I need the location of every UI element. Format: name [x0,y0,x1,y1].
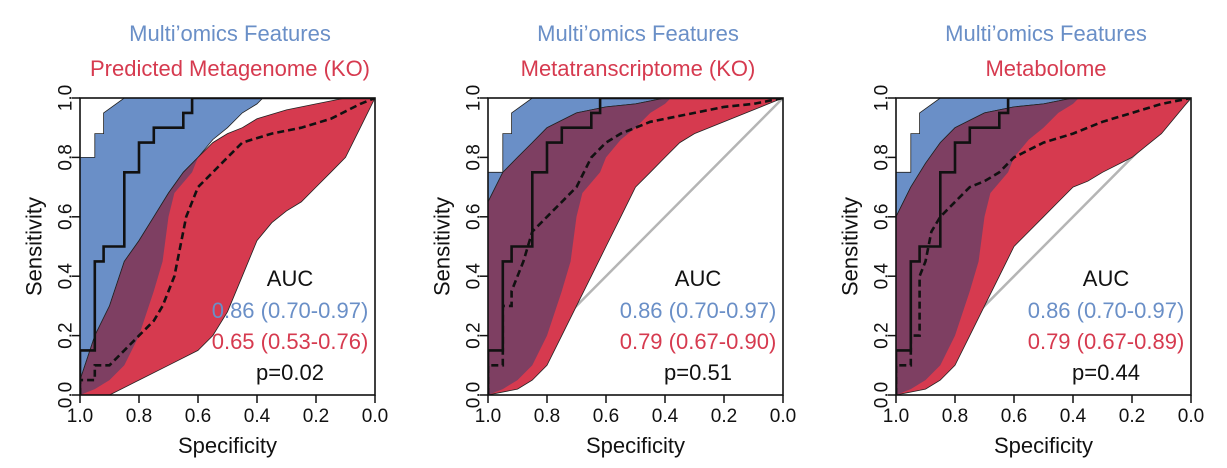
y-tick-label: 0.2 [56,322,77,348]
title-line-1: Multi’omics Features [129,21,331,46]
y-tick-label: 0.6 [872,204,893,230]
roc-curve-multiomics [80,98,375,395]
y-tick-label: 1.0 [872,85,893,111]
auc-heading: AUC [267,266,314,291]
x-tick-label: 0.8 [126,406,152,427]
x-tick-label: 0.8 [942,406,968,427]
x-tick-label: 0.2 [711,406,737,427]
auc-comparison: 0.79 (0.67-0.89) [1028,329,1185,354]
x-tick-label: 0.6 [1001,406,1027,427]
y-tick-label: 0.6 [56,204,77,230]
auc-multiomics: 0.86 (0.70-0.97) [212,298,369,323]
x-tick-label: 0.4 [652,406,679,427]
y-tick-label: 0.6 [464,204,485,230]
auc-comparison: 0.65 (0.53-0.76) [212,329,369,354]
y-tick-label: 0.0 [464,382,485,408]
p-value: p=0.44 [1072,360,1140,385]
x-tick-label: 0.0 [770,406,796,427]
x-tick-label: 0.6 [593,406,619,427]
y-tick-label: 0.8 [872,144,893,170]
roc-curve-comparison [896,98,1191,395]
y-tick-label: 0.0 [872,382,893,408]
x-axis-label: Specificity [586,433,685,458]
plot-area [896,98,1191,395]
plot-frame [79,97,376,396]
y-tick-label: 1.0 [56,85,77,111]
x-tick-label: 0.6 [185,406,211,427]
auc-heading: AUC [1083,266,1130,291]
x-tick-label: 1.0 [883,406,909,427]
title-line-2: Predicted Metagenome (KO) [90,56,370,81]
auc-multiomics: 0.86 (0.70-0.97) [1028,298,1185,323]
x-tick-label: 0.0 [1178,406,1204,427]
x-tick-label: 0.2 [1119,406,1145,427]
y-tick-label: 0.4 [464,263,485,290]
x-tick-label: 0.8 [534,406,560,427]
y-tick-label: 0.2 [464,322,485,348]
roc-curve-multiomics [896,98,1191,395]
title-line-2: Metatranscriptome (KO) [521,56,756,81]
y-axis-label: Sensitivity [22,197,47,296]
plot-area [488,98,783,395]
y-tick-label: 0.4 [872,263,893,290]
roc-panel-1: Multi’omics Features Predicted Metagenome… [22,21,389,458]
x-tick-label: 0.4 [1060,406,1087,427]
plot-area [80,98,375,395]
plot-frame [895,97,1192,396]
y-tick-label: 1.0 [464,85,485,111]
y-tick-label: 0.2 [872,322,893,348]
plot-frame [487,97,784,396]
y-axis-label: Sensitivity [838,197,863,296]
roc-panel-3: Multi’omics Features Metabolome 1.0 0.8 0.6 0… [838,21,1205,458]
p-value: p=0.51 [664,360,732,385]
y-axis-label: Sensitivity [430,197,455,296]
y-tick-label: 0.0 [56,382,77,408]
auc-comparison: 0.79 (0.67-0.90) [620,329,777,354]
x-axis-label: Specificity [994,433,1093,458]
title-line-1: Multi’omics Features [537,21,739,46]
x-tick-label: 0.2 [303,406,329,427]
x-tick-label: 0.0 [362,406,388,427]
x-tick-label: 1.0 [67,406,93,427]
auc-multiomics: 0.86 (0.70-0.97) [620,298,777,323]
roc-curve-multiomics [488,98,783,395]
roc-curve-comparison [488,98,783,395]
y-tick-label: 0.4 [56,263,77,290]
x-tick-label: 0.4 [244,406,271,427]
p-value: p=0.02 [256,360,324,385]
title-line-2: Metabolome [985,56,1106,81]
y-tick-label: 0.8 [464,144,485,170]
y-tick-label: 0.8 [56,144,77,170]
x-tick-label: 1.0 [475,406,501,427]
x-axis-label: Specificity [178,433,277,458]
title-line-1: Multi’omics Features [945,21,1147,46]
auc-heading: AUC [675,266,722,291]
roc-panel-2: Multi’omics Features Metatranscriptome (K… [430,21,797,458]
